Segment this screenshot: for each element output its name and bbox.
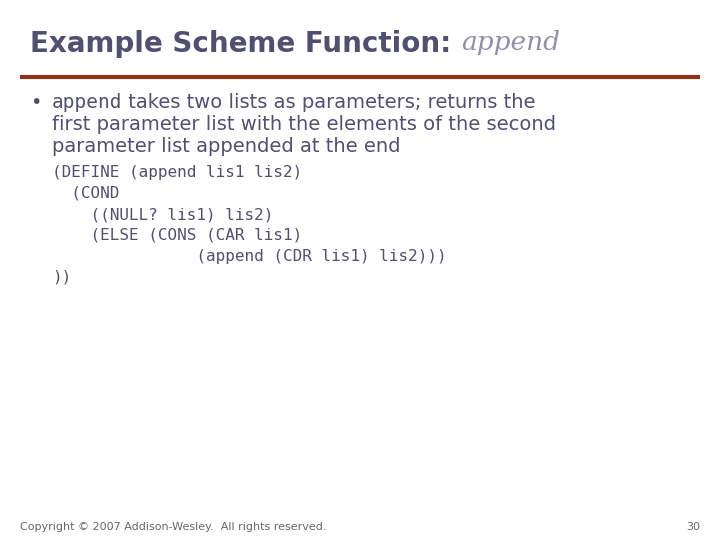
Text: (ELSE (CONS (CAR lis1): (ELSE (CONS (CAR lis1) [52,228,302,243]
Text: •: • [30,93,41,112]
Text: append: append [461,30,560,55]
Text: (DEFINE (append lis1 lis2): (DEFINE (append lis1 lis2) [52,165,302,180]
Text: first parameter list with the elements of the second: first parameter list with the elements o… [52,115,556,134]
Text: Example Scheme Function:: Example Scheme Function: [30,30,461,58]
Text: takes two lists as parameters; returns the: takes two lists as parameters; returns t… [122,93,536,112]
Text: (COND: (COND [52,186,120,201]
Text: ((NULL? lis1) lis2): ((NULL? lis1) lis2) [52,207,274,222]
Text: )): )) [52,270,71,285]
Text: Copyright © 2007 Addison-Wesley.  All rights reserved.: Copyright © 2007 Addison-Wesley. All rig… [20,522,326,532]
Text: 30: 30 [686,522,700,532]
Text: append: append [52,93,122,112]
Text: (append (CDR lis1) lis2))): (append (CDR lis1) lis2))) [52,249,446,264]
Text: parameter list appended at the end: parameter list appended at the end [52,137,400,156]
